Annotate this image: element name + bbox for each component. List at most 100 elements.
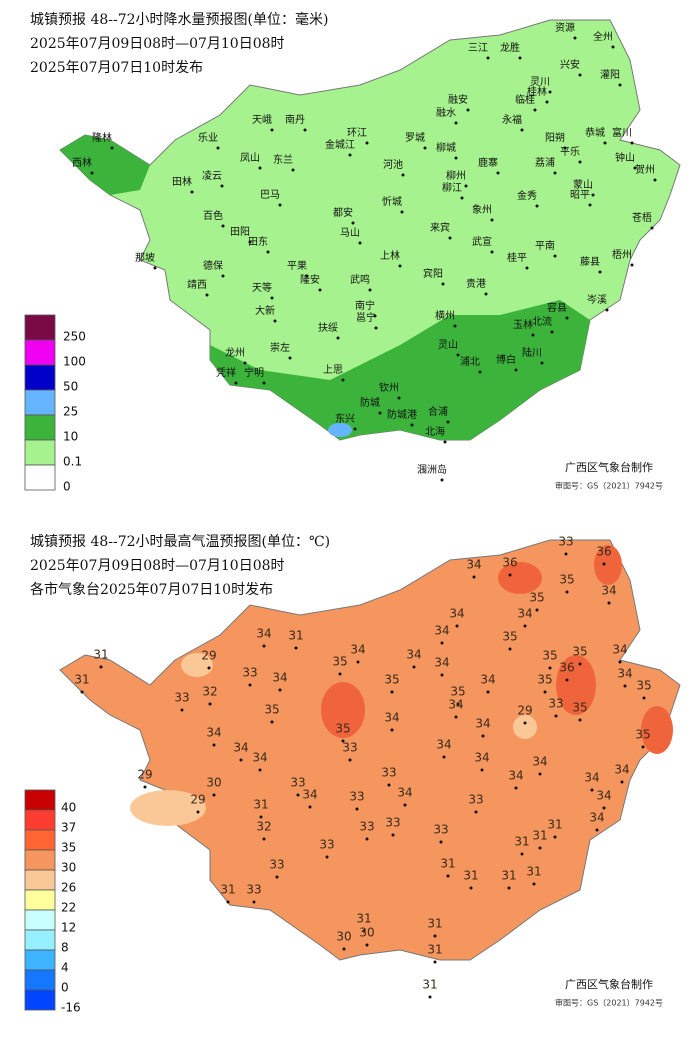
temperature-label: 34 [436,738,451,752]
city-label: 天等 [252,281,272,294]
station-dot [565,590,569,594]
city-label: 罗城 [405,132,425,144]
city-dot [443,440,447,444]
city-label: 富川 [612,126,632,139]
city-label: 藤县 [580,256,600,268]
city-label: 宾阳 [423,267,443,280]
city-dot [353,427,357,431]
station-dot [262,837,266,841]
city-dot [400,210,404,214]
station-dot [391,833,395,837]
legend-label: 10 [63,430,78,444]
station-dot [532,882,536,886]
station-dot [440,673,444,677]
temperature-label: 34 [614,763,629,777]
city-label: 钦州 [379,382,399,394]
city-dot [460,196,464,200]
station-dot [403,803,407,807]
temperature-label: 34 [448,698,463,712]
station-dot [308,805,312,809]
city-dot [262,381,266,385]
station-dot [520,852,524,856]
city-label: 上思 [323,364,343,376]
city-dot [486,56,490,60]
credit: 广西区气象台制作 [565,977,653,991]
station-dot [439,840,443,844]
map-title: 2025年07月09日08时—07月10日08时 [30,558,285,574]
city-label: 阳朔 [545,131,565,144]
mild-area [513,715,537,739]
station-dot [433,960,437,964]
city-dot [446,420,450,424]
station-dot [620,780,624,784]
city-dot [548,90,552,94]
city-dot [205,293,209,297]
city-dot [454,156,458,160]
temperature-label: 33 [174,691,189,705]
city-label: 防城港 [387,408,417,421]
station-dot [356,660,360,664]
city-label: 德保 [203,259,223,272]
temperature-label: 33 [242,666,257,680]
city-dot [441,282,445,286]
station-dot [508,573,512,577]
temperature-label: 31 [501,869,516,883]
city-label: 凌云 [202,169,222,182]
temperature-label: 35 [635,728,650,742]
city-dot [563,146,567,150]
map-title: 2025年07月09日08时—07月10日08时 [30,36,285,52]
legend-label: 50 [63,380,78,394]
temperature-label: 35 [450,685,465,699]
city-dot [653,178,657,182]
city-label: 武宣 [472,235,492,248]
city-dot [410,423,414,427]
legend-swatch [24,809,56,831]
temperature-label: 33 [359,820,374,834]
city-label: 金城江 [325,138,355,151]
temperature-label: 35 [537,673,552,687]
legend-swatch [24,339,56,366]
temperature-label: 29 [190,793,205,807]
temperature-label: 34 [601,584,616,598]
city-dot [605,308,609,312]
credit: 广西区气象台制作 [565,460,653,474]
city-label: 钟山 [615,151,635,164]
city-label: 灵川 [530,76,550,88]
station-dot [602,562,606,566]
station-dot [486,690,490,694]
station-dot [523,721,527,725]
temperature-label: 34 [272,671,287,685]
city-dot [90,171,94,175]
legend-label: 8 [61,941,69,955]
legend-swatch [24,909,56,931]
city-dot [545,100,549,104]
city-dot [578,73,582,77]
station-dot [446,874,450,878]
city-label: 田林 [172,175,192,188]
temperature-label: 35 [572,645,587,659]
legend-swatch [24,314,56,341]
station-dot [278,688,282,692]
city-dot [216,146,220,150]
legend-label: 0 [61,981,69,995]
rain-25-area [328,423,352,437]
city-dot [291,168,295,172]
station-dot [208,702,212,706]
temperature-label: 33 [246,883,261,897]
temperature-label: 31 [220,883,235,897]
city-label: 柳城 [436,141,456,154]
city-label: 桂林 [527,85,547,98]
rain-10-area [210,300,590,440]
temperature-label: 31 [526,865,541,879]
station-dot [252,900,256,904]
legend-swatch [24,464,56,491]
city-label: 平南 [535,239,555,252]
temperature-label: 33 [349,790,364,804]
city-label: 岑溪 [587,294,607,306]
station-dot [239,758,243,762]
station-dot [212,743,216,747]
legend-label: 26 [61,881,76,895]
station-dot [248,683,252,687]
station-dot [440,641,444,645]
legend-swatch [24,829,56,851]
